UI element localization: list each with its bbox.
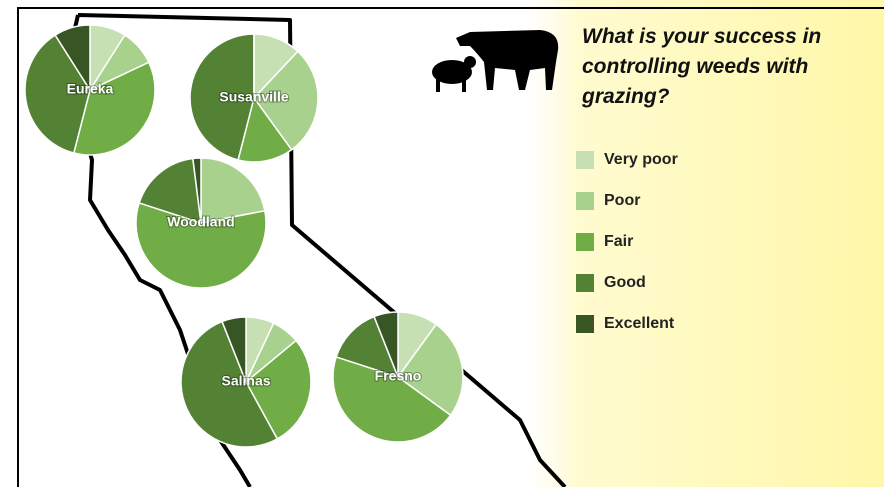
pie-slice <box>237 96 293 163</box>
pie-slice <box>200 157 266 224</box>
pie-slice <box>396 323 464 417</box>
pie-label: Susanville <box>219 89 288 105</box>
pie-label: Salinas <box>221 373 270 389</box>
pie-slice <box>335 315 400 379</box>
legend-label: Fair <box>604 233 633 250</box>
pie-slice <box>180 320 279 448</box>
frame <box>17 7 884 487</box>
pie-slice <box>373 311 399 378</box>
legend-swatch <box>576 151 594 169</box>
pie-slice <box>189 33 255 161</box>
pie-slice <box>72 61 156 156</box>
pie-label: Woodland <box>167 214 234 230</box>
legend-swatch <box>576 192 594 210</box>
pie-slice <box>253 50 319 151</box>
legend-swatch <box>576 315 594 333</box>
pie-label: Fresno <box>375 368 422 384</box>
pie-slice <box>138 157 202 225</box>
legend-label: Poor <box>604 192 640 209</box>
pie-slice <box>221 316 247 383</box>
legend-label: Excellent <box>604 315 675 332</box>
livestock-icon <box>432 30 559 92</box>
pie-label: Eureka <box>67 81 114 97</box>
pie-slice <box>245 339 312 440</box>
chart-title: What is your success in controlling weed… <box>582 25 822 108</box>
pie-slice <box>54 24 91 93</box>
legend-label: Good <box>604 274 646 291</box>
legend-swatch <box>576 233 594 251</box>
pie-slice <box>332 355 452 443</box>
pie-slice <box>192 157 202 224</box>
legend-label: Very poor <box>604 151 678 168</box>
legend-swatch <box>576 274 594 292</box>
pie-slice <box>135 201 267 289</box>
